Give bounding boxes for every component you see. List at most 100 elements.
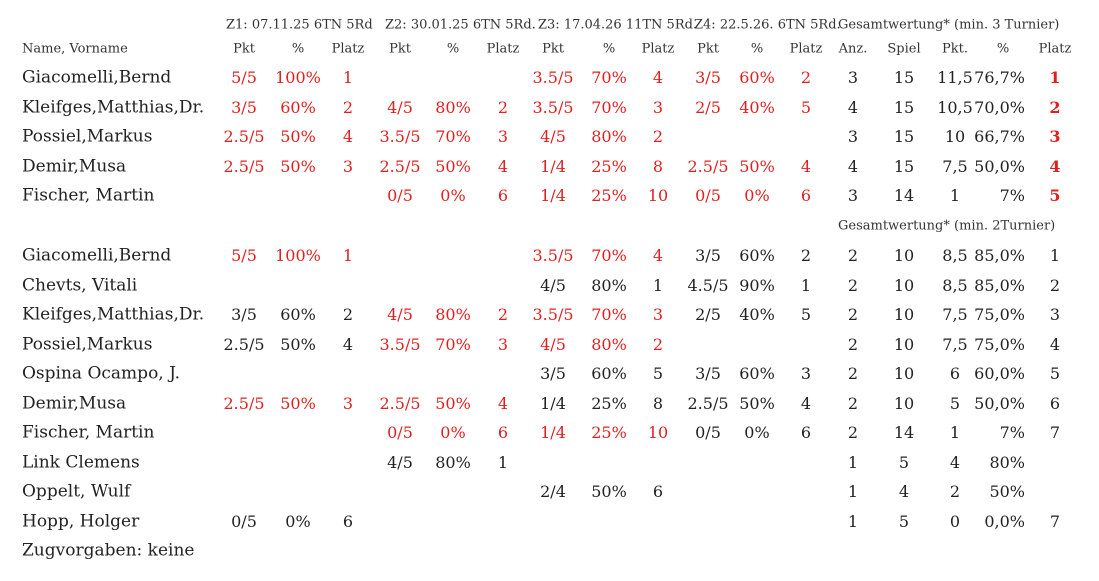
tournament-header-t3: Z3: 17.04.26 11TN 5Rd. (538, 17, 698, 33)
sec1-t3-pct: 70% (591, 68, 627, 87)
sec2-total-platz: 6 (1049, 393, 1061, 413)
sec1-t3-pkt: 1/4 (540, 156, 566, 176)
sec2-t3-platz: 3 (652, 305, 664, 324)
col-header-platz-t3: Platz (641, 41, 675, 57)
sec2-t3-pkt: 1/4 (540, 393, 566, 413)
sec2-t2-platz: 3 (497, 334, 509, 354)
col-header-pct-t4: % (750, 41, 764, 57)
sec2-t3-pct: 70% (591, 305, 627, 324)
sec2-t3-platz: 1 (652, 275, 664, 295)
sec2-t3-pkt: 2/4 (540, 482, 566, 501)
sec2-t4-pkt: 2.5/5 (687, 393, 729, 413)
sec1-total-anz: 3 (847, 68, 859, 87)
sec2-t1-platz: 4 (342, 334, 354, 354)
sec2-t3-platz: 5 (652, 364, 664, 383)
sec2-player-name: Kleifges,Matthias,Dr. (22, 304, 205, 325)
sec1-total-spiel: 15 (893, 127, 915, 146)
sec1-t1-platz: 3 (342, 156, 354, 176)
sec2-total-anz: 2 (847, 393, 859, 413)
sec2-player-name: Hopp, Holger (22, 511, 140, 531)
sec2-total-anz: 2 (847, 246, 859, 265)
sec1-total-platz: 1 (1049, 68, 1061, 87)
sec1-t4-pkt: 3/5 (695, 68, 721, 87)
sec2-total-pkt: 0 (949, 511, 961, 531)
sec2-total-pkt: 7,5 (942, 334, 968, 354)
sec1-t3-platz: 8 (652, 156, 664, 176)
sec2-t4-platz: 1 (800, 275, 812, 295)
sec2-total-pkt: 8,5 (942, 246, 968, 265)
col-header-pkt-t3: Pkt (542, 41, 564, 57)
sec1-t1-pkt: 2.5/5 (223, 156, 265, 176)
sec2-total-pct: 80% (989, 452, 1025, 472)
sec2-total-anz: 1 (847, 452, 859, 472)
sec2-total-platz: 2 (1049, 275, 1061, 295)
sec2-player-name: Demir,Musa (22, 393, 127, 413)
col-header-pkt-total: Pkt. (942, 41, 968, 57)
sec2-t3-platz: 2 (652, 334, 664, 354)
sec2-t1-platz: 2 (342, 305, 354, 324)
sec2-t2-platz: 6 (497, 423, 509, 442)
sec1-total-spiel: 14 (893, 186, 915, 205)
sec2-total-pct: 7% (999, 423, 1025, 442)
sec2-t4-platz: 3 (800, 364, 812, 383)
sec2-t2-pkt: 4/5 (387, 305, 413, 324)
sec2-t2-pct: 70% (435, 334, 471, 354)
sec1-t2-pkt: 4/5 (387, 97, 413, 117)
sec1-total-platz: 4 (1049, 156, 1061, 176)
sec2-t1-platz: 1 (342, 246, 354, 265)
sec2-t4-pct: 90% (739, 275, 775, 295)
sec1-total-anz: 4 (847, 156, 859, 176)
sec1-total-spiel: 15 (893, 97, 915, 117)
sec1-t2-pct: 50% (435, 156, 471, 176)
sec2-total-pkt: 1 (949, 423, 961, 442)
sec2-t3-platz: 4 (652, 246, 664, 265)
sec2-t3-pkt: 1/4 (540, 423, 566, 442)
sec1-t1-pkt: 2.5/5 (223, 127, 265, 146)
sec1-total-pkt: 1 (949, 186, 961, 205)
sec2-t1-pct: 50% (280, 334, 316, 354)
sec2-total-anz: 2 (847, 423, 859, 442)
sec2-t4-platz: 4 (800, 393, 812, 413)
sec2-t2-pct: 80% (435, 305, 471, 324)
sec2-t2-pkt: 2.5/5 (379, 393, 421, 413)
sec1-t1-platz: 2 (342, 97, 354, 117)
sec1-t3-pct: 70% (591, 97, 627, 117)
tournament-header-t2: Z2: 30.01.25 6TN 5Rd. (385, 17, 536, 33)
sec2-t4-pkt: 0/5 (695, 423, 721, 442)
sec1-t4-pkt: 0/5 (695, 186, 721, 205)
sec2-t3-pct: 60% (591, 364, 627, 383)
sec1-total-anz: 3 (847, 127, 859, 146)
sec2-t3-platz: 8 (652, 393, 664, 413)
sec1-t2-pkt: 3.5/5 (379, 127, 421, 146)
sec1-total-pct: 70,0% (974, 97, 1025, 117)
sec1-t1-pct: 60% (280, 97, 316, 117)
sec1-total-platz: 3 (1049, 127, 1061, 146)
sec1-t4-platz: 5 (800, 97, 812, 117)
sec2-total-pct: 75,0% (974, 334, 1025, 354)
sec2-t4-platz: 2 (800, 246, 812, 265)
sec1-player-name: Possiel,Markus (22, 126, 153, 147)
sec2-t3-pct: 50% (591, 482, 627, 501)
sec2-player-name: Oppelt, Wulf (22, 481, 131, 502)
sec1-t2-platz: 3 (497, 127, 509, 146)
tournament-header-t1: Z1: 07.11.25 6TN 5Rd (226, 17, 373, 33)
sec2-player-name: Giacomelli,Bernd (22, 245, 172, 266)
sec2-total-spiel: 4 (898, 482, 910, 501)
sec1-t4-pct: 50% (739, 156, 775, 176)
sec1-t4-pkt: 2/5 (695, 97, 721, 117)
sec1-player-name: Kleifges,Matthias,Dr. (22, 97, 205, 117)
sec2-total-anz: 2 (847, 305, 859, 324)
tournament-header-ges: Gesamtwertung* (min. 3 Turnier) (838, 17, 1060, 33)
sec2-total-spiel: 10 (893, 364, 915, 383)
sec2-player-name: Possiel,Markus (22, 334, 153, 354)
sec2-t4-platz: 6 (800, 423, 812, 442)
sec1-player-name: Fischer, Martin (22, 185, 155, 206)
sec2-t2-platz: 4 (497, 393, 509, 413)
sec1-t1-platz: 4 (342, 127, 354, 146)
sec2-player-name: Chevts, Vitali (22, 275, 138, 295)
sec1-total-pkt: 10 (944, 127, 966, 146)
sec1-total-spiel: 15 (893, 156, 915, 176)
col-header-pkt-t1: Pkt (233, 41, 255, 57)
sec2-total-spiel: 10 (893, 393, 915, 413)
sec2-total-pct: 50,0% (974, 393, 1025, 413)
